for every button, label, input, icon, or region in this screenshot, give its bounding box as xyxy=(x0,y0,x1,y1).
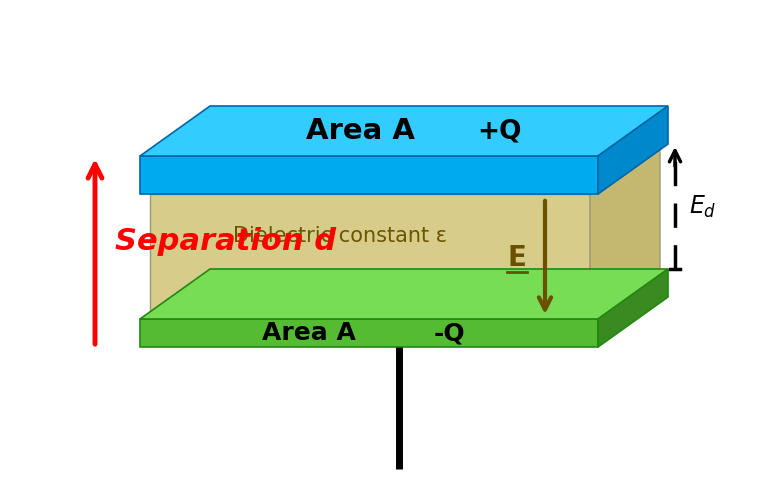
Polygon shape xyxy=(150,194,590,319)
Text: Area A: Area A xyxy=(262,321,356,345)
Text: E: E xyxy=(507,243,527,272)
Polygon shape xyxy=(150,144,660,194)
Polygon shape xyxy=(140,319,598,347)
Polygon shape xyxy=(140,269,668,319)
Polygon shape xyxy=(598,269,668,347)
Polygon shape xyxy=(140,156,598,194)
Text: Area A: Area A xyxy=(306,117,415,145)
Text: -Q: -Q xyxy=(433,321,465,345)
Text: Separation d: Separation d xyxy=(115,227,336,256)
Text: Dielectric constant ε: Dielectric constant ε xyxy=(233,226,447,246)
Text: $E_d$: $E_d$ xyxy=(689,194,716,220)
Polygon shape xyxy=(140,106,668,156)
Text: +Q: +Q xyxy=(478,118,522,144)
Polygon shape xyxy=(598,106,668,194)
Polygon shape xyxy=(590,144,660,319)
